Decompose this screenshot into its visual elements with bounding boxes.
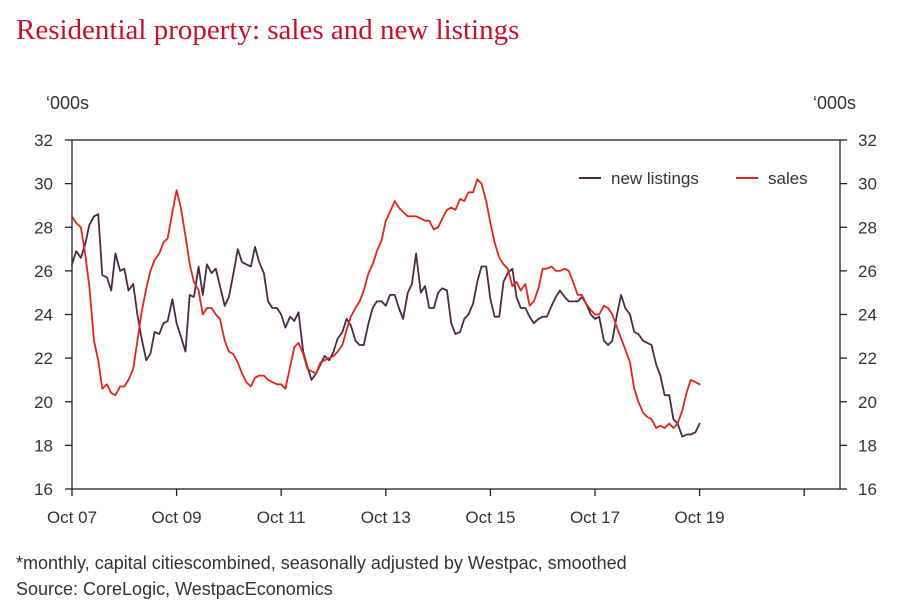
y-tick-label-right: 26 xyxy=(858,262,877,281)
y-tick-label-left: 18 xyxy=(34,436,53,455)
x-tick-label: Oct 15 xyxy=(465,508,515,527)
y-tick-label-right: 24 xyxy=(858,306,877,325)
series-layer xyxy=(71,178,701,438)
y-tick-label-left: 24 xyxy=(34,306,53,325)
y-tick-label-right: 30 xyxy=(858,175,877,194)
plot-frame xyxy=(71,139,841,490)
plot-border xyxy=(71,139,841,490)
y-tick-label-left: 16 xyxy=(34,480,53,499)
y-tick-label-right: 22 xyxy=(858,349,877,368)
legend-label-sales: sales xyxy=(768,169,808,188)
legend: new listings sales xyxy=(579,169,808,188)
y-tick-label-right: 20 xyxy=(858,393,877,412)
chart-title: Residential property: sales and new list… xyxy=(16,14,520,46)
source-note: Source: CoreLogic, WestpacEconomics xyxy=(16,579,333,599)
footnote: *monthly, capital citiescombined, season… xyxy=(16,553,627,573)
y-tick-label-right: 18 xyxy=(858,436,877,455)
legend-label-new-listings: new listings xyxy=(611,169,699,188)
y-tick-label-left: 26 xyxy=(34,262,53,281)
x-tick-label: Oct 17 xyxy=(570,508,620,527)
left-y-axis: 16 18 20 22 24 26 28 30 32 xyxy=(34,131,72,499)
x-tick-label: Oct 07 xyxy=(47,508,97,527)
y-tick-label-right: 32 xyxy=(858,131,877,150)
left-axis-unit: ‘000s xyxy=(46,93,90,113)
y-tick-label-right: 16 xyxy=(858,480,877,499)
series-line-new-listings xyxy=(71,213,701,438)
series-line-sales xyxy=(71,178,701,429)
x-tick-label: Oct 11 xyxy=(257,508,306,527)
y-tick-label-left: 30 xyxy=(34,175,53,194)
y-tick-label-left: 20 xyxy=(34,393,53,412)
y-tick-label-left: 22 xyxy=(34,349,53,368)
x-tick-label: Oct 13 xyxy=(361,508,411,527)
right-axis-unit: ‘000s xyxy=(813,93,857,113)
x-tick-label: Oct 19 xyxy=(675,508,725,527)
right-y-axis: 16 18 20 22 24 26 28 30 32 xyxy=(840,131,877,499)
y-tick-label-left: 28 xyxy=(34,218,53,237)
x-tick-label: Oct 09 xyxy=(152,508,202,527)
x-axis: Oct 07 Oct 09 Oct 11 Oct 13 Oct 15 Oct 17 Oct … xyxy=(47,489,805,527)
y-tick-label-right: 28 xyxy=(858,218,877,237)
y-tick-label-left: 32 xyxy=(34,131,53,150)
